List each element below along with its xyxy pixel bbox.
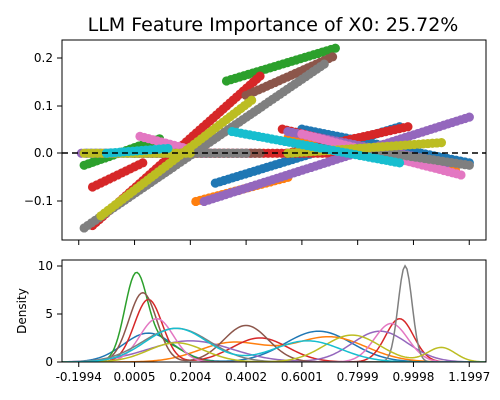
bottom-x-axis-ticks: -0.1994 0.0005 0.2004 0.4002 0.6001 0.7999 0.9… xyxy=(56,362,490,384)
y-tick-label: 10 xyxy=(38,259,53,273)
density-curve xyxy=(62,291,486,362)
top-x-axis-ticks xyxy=(78,240,470,245)
chart-title: LLM Feature Importance of X0: 25.72% xyxy=(88,14,459,36)
density-curve xyxy=(62,298,486,362)
data-point xyxy=(464,160,474,170)
y-tick-label: −0.1 xyxy=(24,194,53,208)
y-tick-label: 0.1 xyxy=(34,99,53,113)
y-tick-label: 0.2 xyxy=(34,51,53,65)
bottom-series-layer xyxy=(62,264,486,362)
y-axis-label: Density xyxy=(15,288,29,334)
y-tick-label: 0.0 xyxy=(34,146,53,160)
data-point xyxy=(330,43,340,53)
density-curve xyxy=(62,264,486,362)
x-tick-label: 0.9998 xyxy=(392,370,434,384)
data-point xyxy=(456,170,466,180)
y-tick-label: 5 xyxy=(45,307,53,321)
x-tick-label: 0.2004 xyxy=(169,370,211,384)
top-series-layer xyxy=(76,43,474,233)
x-tick-label: 0.7999 xyxy=(337,370,379,384)
bottom-y-axis-ticks: 0 5 10 xyxy=(38,259,62,369)
data-point xyxy=(394,158,405,168)
x-tick-label: 0.6001 xyxy=(281,370,323,384)
density-curve xyxy=(62,317,486,362)
bottom-panel: 0 5 10 Density -0.1994 0.0005 0.2004 0.4002… xyxy=(15,259,490,384)
data-point xyxy=(255,71,265,81)
x-tick-label: 0.4002 xyxy=(225,370,267,384)
data-point xyxy=(163,143,173,154)
data-point xyxy=(327,52,338,62)
x-tick-label: 1.1997 xyxy=(448,370,490,384)
data-point xyxy=(319,59,329,69)
data-point xyxy=(185,148,195,158)
data-point xyxy=(255,148,265,158)
data-point xyxy=(247,95,257,105)
data-point xyxy=(138,158,148,168)
top-panel: 0.2 0.1 0.0 −0.1 xyxy=(24,39,487,245)
top-axes-frame xyxy=(61,39,487,241)
x-tick-label: 0.0005 xyxy=(114,370,156,384)
top-y-axis-ticks: 0.2 0.1 0.0 −0.1 xyxy=(24,51,62,208)
density-curve xyxy=(62,271,486,362)
data-point xyxy=(436,138,447,148)
data-point xyxy=(464,112,474,122)
bottom-axes-frame xyxy=(61,259,487,363)
data-point xyxy=(403,122,413,132)
x-tick-label: -0.1994 xyxy=(56,370,102,384)
y-tick-label: 0 xyxy=(45,355,53,369)
density-curve xyxy=(62,334,486,362)
